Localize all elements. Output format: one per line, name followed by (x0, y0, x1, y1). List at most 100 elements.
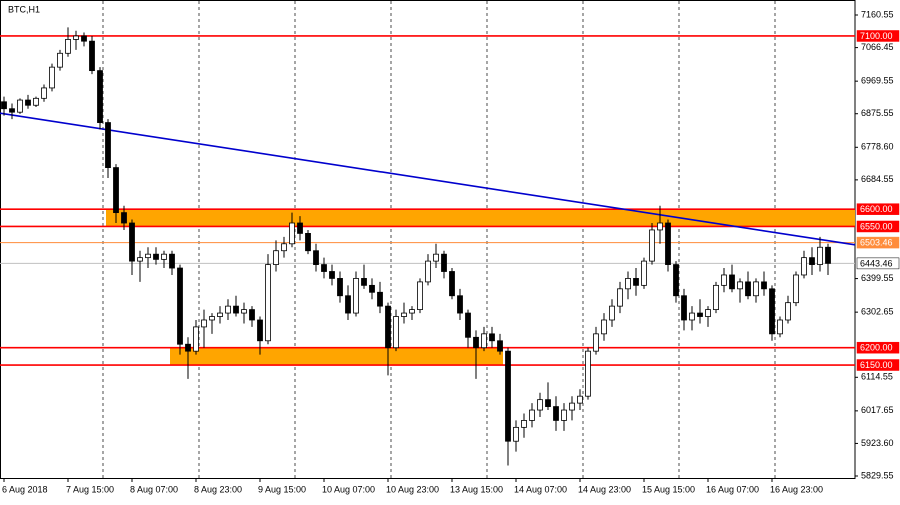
trendline (0, 112, 856, 246)
candle-body (809, 257, 815, 265)
candle-body (81, 35, 87, 42)
candle-body (409, 309, 415, 314)
candle-body (737, 281, 743, 290)
candle-body (1, 101, 7, 110)
zone (170, 347, 503, 366)
candle-body (617, 288, 623, 307)
candle-body (649, 229, 655, 262)
candle-body (457, 295, 463, 314)
y-tick-label: 5829.55 (861, 470, 894, 480)
y-tick-label: 7160.55 (861, 9, 894, 19)
candle-body (185, 343, 191, 352)
candle-body (785, 302, 791, 321)
candle-body (825, 246, 831, 264)
candle-body (25, 99, 31, 106)
candle-body (465, 312, 471, 338)
level-label-box (856, 257, 900, 270)
candle-body (417, 281, 423, 311)
y-tick-label: 6302.65 (861, 307, 894, 317)
candle-body (449, 271, 455, 297)
candle-body (361, 278, 367, 286)
candle-body (577, 395, 583, 404)
level-label-box (856, 236, 900, 249)
x-tick-label: 16 Aug 07:00 (706, 484, 759, 494)
candle-body (241, 309, 247, 314)
level-label: 6200.00 (860, 343, 893, 353)
candle-body (193, 326, 199, 352)
candle-body (321, 264, 327, 272)
candle-body (33, 97, 39, 106)
candle-body (177, 267, 183, 345)
candle-body (297, 222, 303, 234)
candle-body (97, 70, 103, 123)
candle-body (697, 312, 703, 317)
candle-body (641, 260, 647, 286)
candle-body (137, 257, 143, 262)
candle-body (209, 316, 215, 321)
candle-body (529, 409, 535, 421)
candle-body (513, 426, 519, 442)
level-label: 6443.46 (860, 258, 893, 268)
y-tick-label: 6778.60 (861, 142, 894, 152)
candle-body (305, 233, 311, 252)
candle-body (9, 108, 15, 113)
y-tick-label: 5923.60 (861, 438, 894, 448)
candle-body (393, 316, 399, 349)
level-label-box (856, 359, 900, 371)
candle-body (769, 288, 775, 335)
zone (106, 209, 855, 227)
candle-body (545, 399, 551, 407)
candle-body (497, 340, 503, 352)
candle-body (625, 278, 631, 290)
candle-body (217, 312, 223, 317)
candle-body (57, 52, 63, 68)
candle-body (753, 281, 759, 297)
candle-body (313, 250, 319, 265)
x-tick-label: 8 Aug 07:00 (130, 484, 178, 494)
x-tick-label: 13 Aug 15:00 (450, 484, 503, 494)
candle-body (153, 253, 159, 260)
level-label-box (856, 203, 900, 215)
candle-body (257, 319, 263, 342)
candle-body (801, 257, 807, 276)
y-tick-label: 7066.45 (861, 42, 894, 52)
candle-body (289, 222, 295, 245)
candle-body (353, 278, 359, 314)
candle-body (161, 253, 167, 260)
candle-body (569, 402, 575, 411)
level-label: 6150.00 (860, 360, 893, 370)
candle-body (249, 309, 255, 321)
candle-body (481, 333, 487, 349)
candle-body (489, 333, 495, 342)
candle-body (225, 305, 231, 314)
candle-body (273, 250, 279, 265)
candle-body (233, 305, 239, 314)
level-label-box (856, 30, 900, 42)
candle-body (121, 212, 127, 224)
level-label-box (856, 341, 900, 354)
chart-title: BTC,H1 (8, 4, 40, 14)
candle-body (505, 350, 511, 442)
candle-body (601, 319, 607, 335)
candle-body (377, 291, 383, 307)
x-tick-label: 10 Aug 07:00 (322, 484, 375, 494)
candle-body (73, 35, 79, 40)
x-tick-label: 15 Aug 15:00 (642, 484, 695, 494)
candle-body (201, 319, 207, 328)
candle-body (345, 295, 351, 314)
candle-body (633, 278, 639, 286)
x-tick-label: 8 Aug 23:00 (194, 484, 242, 494)
plot-frame (0, 0, 856, 479)
candle-body (169, 253, 175, 269)
candle-body (585, 350, 591, 397)
level-label: 6550.00 (860, 221, 893, 231)
candle-body (793, 274, 799, 304)
level-label: 6600.00 (860, 204, 893, 214)
candle-body (113, 167, 119, 214)
y-tick-label: 6399.55 (861, 273, 894, 283)
candle-body (561, 409, 567, 421)
x-tick-label: 16 Aug 23:00 (770, 484, 823, 494)
candle-body (329, 271, 335, 279)
candle-body (609, 305, 615, 321)
